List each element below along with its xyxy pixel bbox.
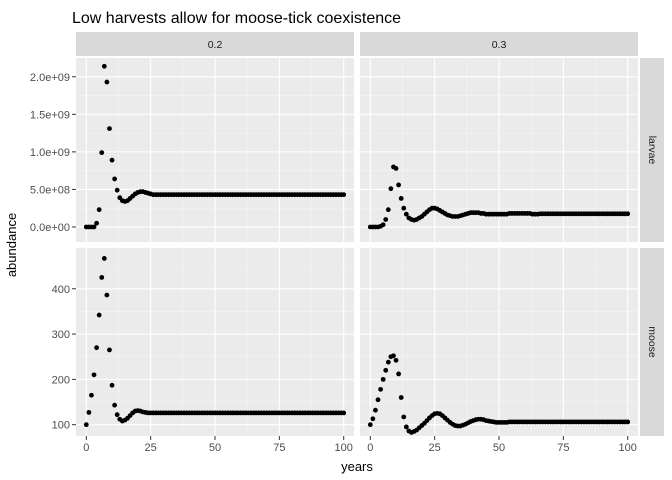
data-point	[114, 412, 120, 418]
data-point	[385, 207, 391, 213]
panel-larvae-0-2	[76, 58, 354, 242]
series-larvae-0-2	[83, 63, 347, 230]
column-strip-label: 0.2	[208, 39, 223, 51]
x-axis-title: years	[341, 459, 373, 474]
y-tick-label: 400	[52, 284, 70, 296]
x-tick-label: 25	[429, 442, 441, 454]
data-point	[96, 207, 102, 213]
column-strip-label: 0.3	[492, 39, 507, 51]
data-point	[383, 217, 389, 222]
column-strip-0-3: 0.3	[360, 32, 638, 56]
row-strip-moose: moose	[640, 248, 664, 436]
series-moose-0-3	[367, 353, 631, 435]
data-point	[380, 222, 386, 228]
x-tick-label: 50	[209, 442, 221, 454]
data-point	[107, 126, 112, 131]
data-point	[99, 275, 105, 280]
data-point	[625, 211, 631, 217]
x-tick-label: 100	[619, 442, 637, 454]
data-point	[83, 422, 89, 428]
data-point	[104, 292, 110, 298]
data-point	[396, 371, 402, 377]
data-point	[109, 382, 115, 388]
data-point	[385, 359, 391, 365]
data-point	[86, 410, 92, 415]
chart-title: Low harvests allow for moose-tick coexis…	[72, 10, 401, 27]
row-strip-label: larvae	[646, 136, 658, 165]
data-point	[99, 150, 105, 156]
data-point	[109, 157, 115, 163]
data-point	[393, 357, 399, 363]
y-tick-label: 1.0e+09	[30, 147, 70, 159]
y-axis-title: abundance	[4, 213, 19, 277]
x-tick-label: 75	[557, 442, 569, 454]
y-tick-label: 200	[52, 374, 70, 386]
data-point	[89, 392, 94, 398]
data-point	[341, 192, 347, 198]
data-point	[398, 196, 404, 201]
data-point	[383, 367, 389, 373]
data-point	[393, 166, 399, 171]
y-tick-label: 1.5e+09	[30, 109, 70, 121]
data-point	[367, 422, 373, 428]
data-point	[373, 407, 378, 413]
data-point	[625, 419, 631, 425]
data-point	[114, 187, 120, 193]
data-point	[401, 205, 407, 211]
panel-moose-0-2	[76, 248, 354, 436]
strip-background	[76, 32, 354, 56]
y-tick-label: 2.0e+09	[30, 72, 70, 84]
facet-panels: 0.2 0.3 larvae moose 0 25 50 75 100 0 25 50 75 100 0.0…	[30, 32, 664, 454]
data-point	[391, 353, 396, 359]
x-tick-label: 75	[273, 442, 285, 454]
panel-larvae-0-3	[360, 58, 638, 242]
data-point	[341, 410, 347, 416]
data-point	[91, 372, 97, 378]
data-point	[112, 402, 118, 408]
data-point	[104, 79, 110, 85]
data-point	[398, 395, 404, 400]
x-tick-label: 50	[493, 442, 505, 454]
data-point	[378, 386, 383, 392]
data-point	[96, 312, 102, 318]
data-point	[380, 376, 386, 382]
data-point	[101, 256, 107, 261]
data-point	[107, 347, 112, 353]
row-strip-larvae: larvae	[640, 58, 664, 242]
data-point	[101, 63, 107, 69]
row-strip-label: moose	[646, 326, 658, 358]
y-tick-label: 300	[52, 329, 70, 341]
panel-moose-0-3	[360, 248, 638, 436]
data-point	[388, 186, 394, 192]
x-tick-label: 25	[145, 442, 157, 454]
data-point	[94, 345, 99, 351]
y-tick-label: 0.0e+00	[30, 222, 70, 234]
strip-background	[640, 248, 664, 436]
y-tick-label: 5.0e+08	[30, 184, 70, 196]
x-tick-label: 100	[335, 442, 353, 454]
strip-background	[360, 32, 638, 56]
y-tick-label: 100	[52, 420, 70, 432]
data-point	[375, 397, 381, 403]
series-larvae-0-3	[367, 164, 631, 230]
column-strip-0-2: 0.2	[76, 32, 354, 56]
series-moose-0-2	[83, 256, 347, 428]
data-point	[91, 224, 97, 230]
strip-background	[640, 58, 664, 242]
data-point	[370, 416, 376, 422]
x-tick-label: 0	[83, 442, 89, 454]
data-point	[401, 414, 407, 420]
data-point	[396, 182, 402, 188]
data-point	[403, 211, 409, 217]
data-point	[94, 220, 99, 226]
x-tick-label: 0	[367, 442, 373, 454]
data-point	[112, 176, 118, 182]
data-point	[403, 424, 409, 430]
